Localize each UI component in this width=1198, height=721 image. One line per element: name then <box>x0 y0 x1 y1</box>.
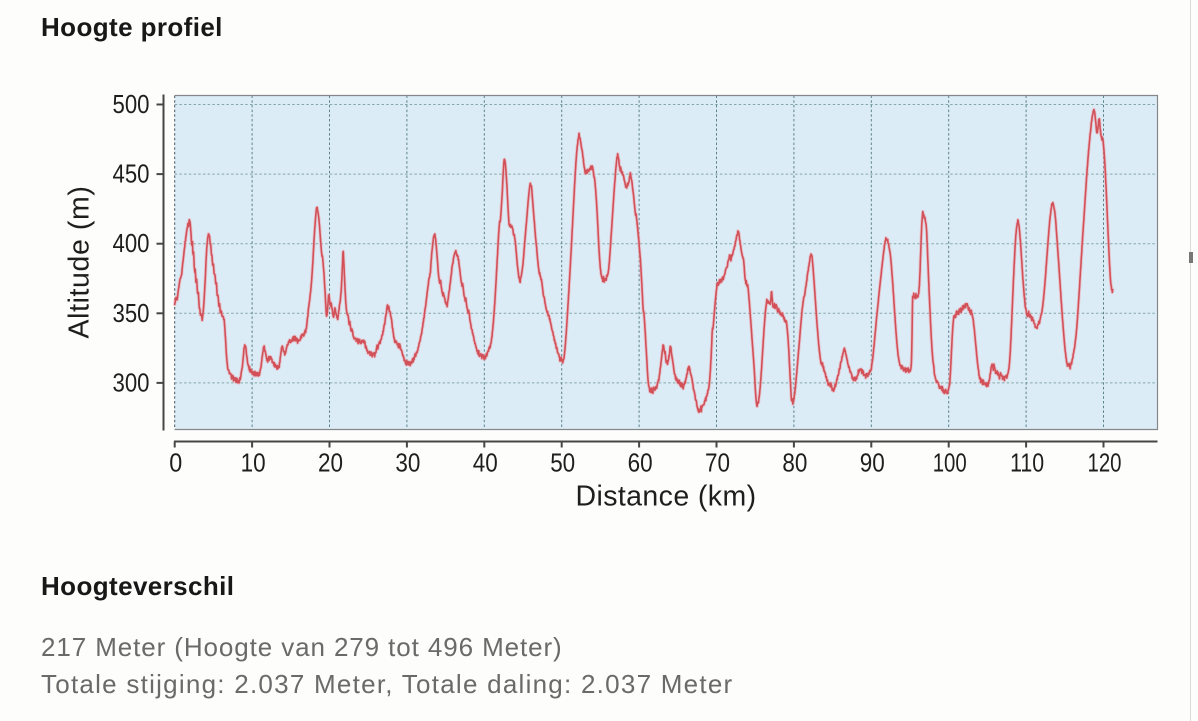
svg-text:Distance (km): Distance (km) <box>576 481 757 513</box>
svg-text:80: 80 <box>782 450 807 478</box>
svg-text:0: 0 <box>169 450 182 478</box>
svg-text:120: 120 <box>1088 450 1122 478</box>
svg-text:10: 10 <box>241 450 266 478</box>
svg-text:450: 450 <box>113 161 150 189</box>
svg-text:400: 400 <box>113 230 150 258</box>
svg-text:30: 30 <box>395 450 420 478</box>
svg-text:300: 300 <box>113 369 150 397</box>
svg-text:110: 110 <box>1010 450 1044 478</box>
svg-text:350: 350 <box>113 300 150 328</box>
svg-text:20: 20 <box>318 450 343 478</box>
svg-text:60: 60 <box>628 450 653 478</box>
svg-text:Altitude (m): Altitude (m) <box>64 186 96 339</box>
svg-text:100: 100 <box>933 450 967 478</box>
svg-text:500: 500 <box>113 91 150 119</box>
svg-text:40: 40 <box>473 450 498 478</box>
svg-text:70: 70 <box>705 450 730 478</box>
svg-text:90: 90 <box>860 450 885 478</box>
svg-text:50: 50 <box>550 450 575 478</box>
